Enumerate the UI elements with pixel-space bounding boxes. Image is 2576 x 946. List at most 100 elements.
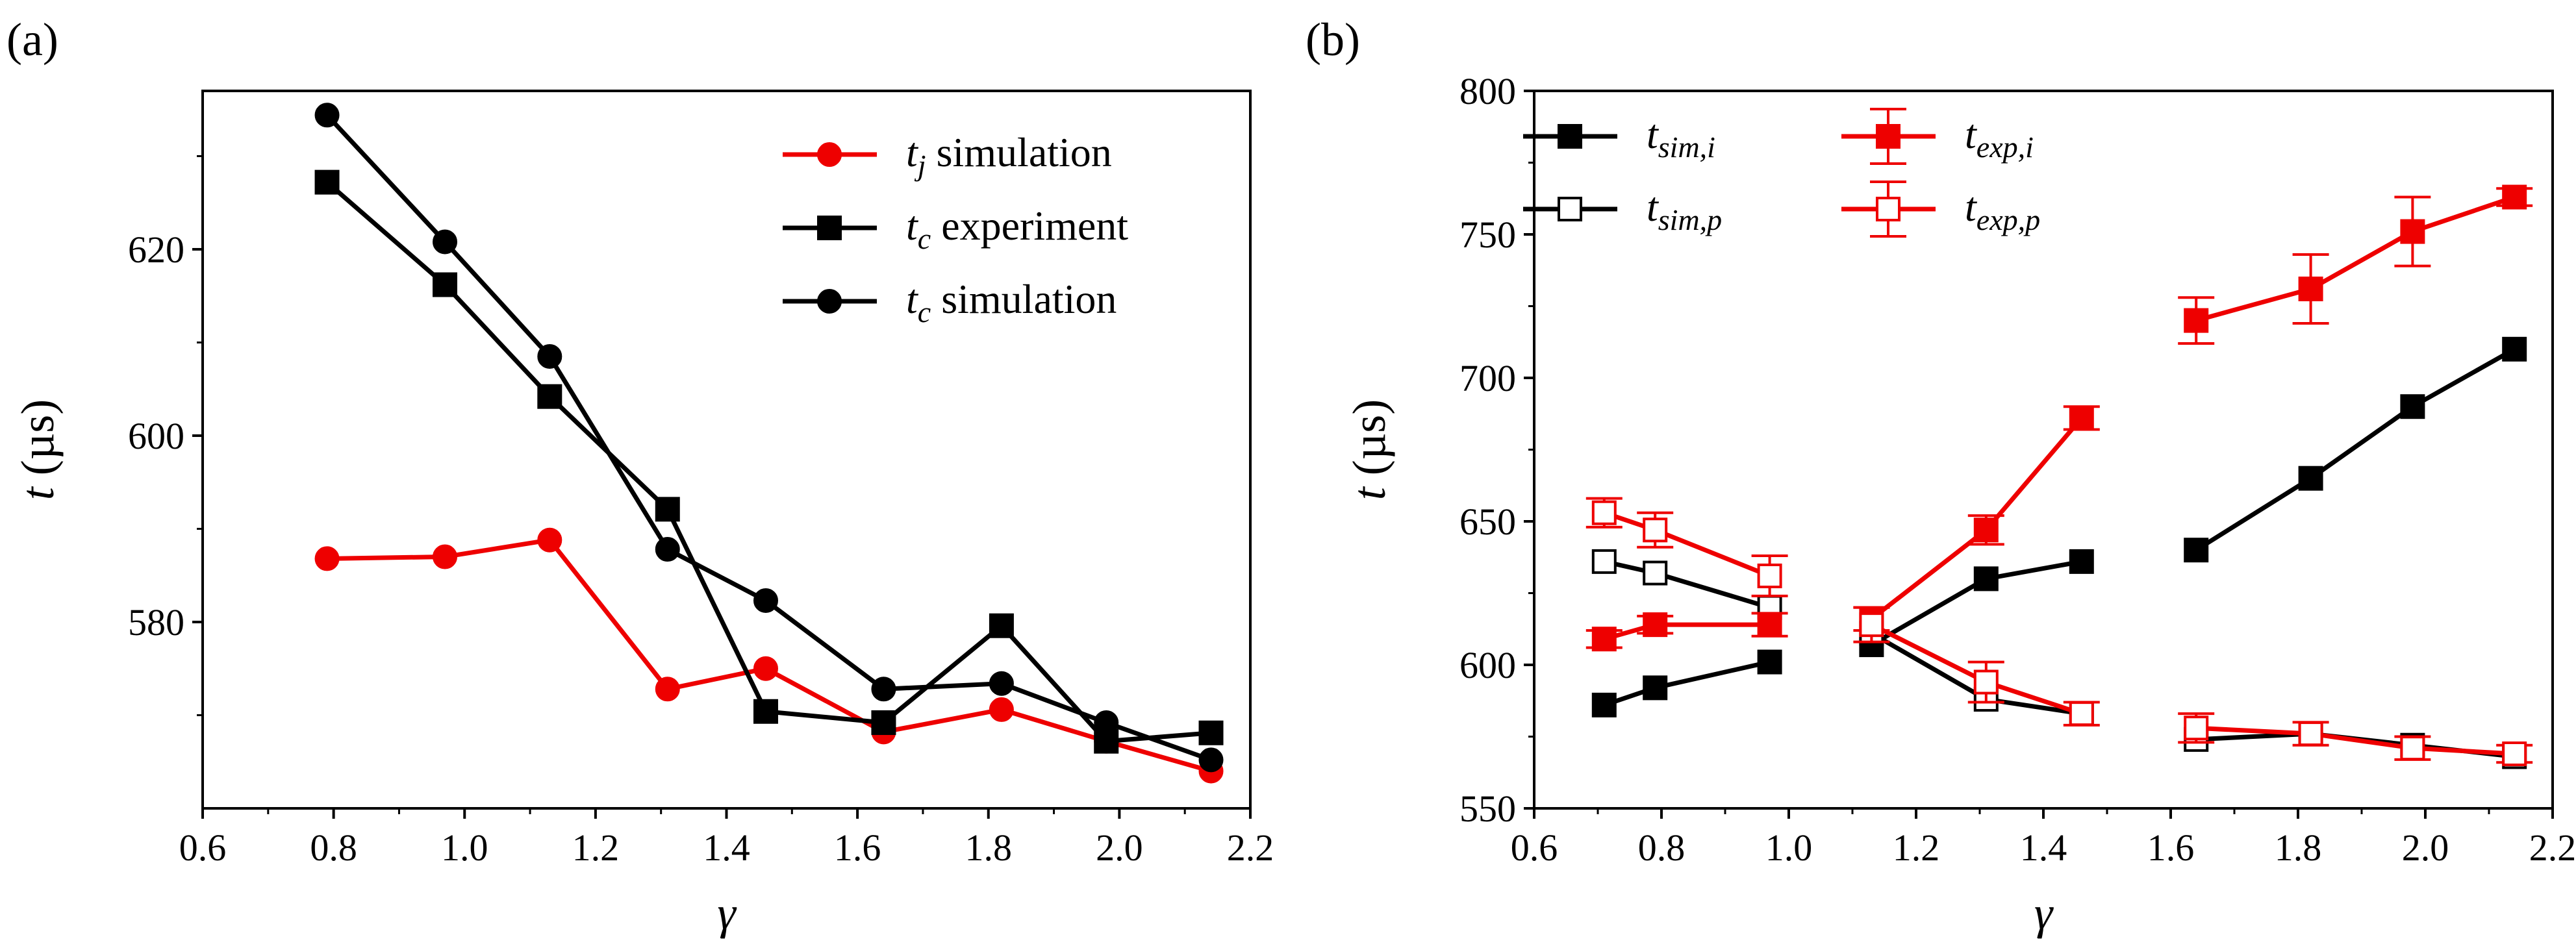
data-point: [433, 544, 458, 569]
legend-subscript: sim,p: [1658, 203, 1722, 236]
x-tick-label: 1.8: [965, 827, 1013, 869]
legend-marker: [1876, 124, 1900, 149]
data-point: [1591, 500, 1617, 525]
legend-rest: experiment: [931, 203, 1128, 249]
data-point: [1973, 669, 1999, 695]
panel-label: (b): [1306, 14, 1360, 66]
data-point: [1643, 560, 1668, 586]
legend-rest: simulation: [931, 276, 1117, 322]
series-line: [327, 537, 1212, 773]
y-axis-title: t (µs): [12, 399, 64, 500]
data-point: [433, 229, 458, 255]
data-point: [2184, 538, 2209, 563]
legend-marker: [1558, 197, 1582, 221]
series-t-j-simulation: [314, 527, 1224, 784]
x-tick-label: 2.2: [1227, 827, 1274, 869]
data-point: [537, 384, 562, 409]
data-point: [2069, 549, 2094, 574]
y-axis-title-unit: (µs): [1343, 399, 1395, 487]
x-tick-label: 0.6: [1511, 827, 1558, 869]
legend-label: tsim,p: [1647, 184, 1722, 236]
data-point: [989, 697, 1014, 722]
y-tick-label: 580: [128, 601, 184, 643]
x-tick-label: 1.0: [441, 827, 488, 869]
data-point: [2400, 736, 2425, 761]
y-tick-label: 550: [1459, 788, 1516, 830]
data-point: [1757, 612, 1782, 638]
legend-symbol: t: [1647, 111, 1660, 157]
series-line: [1604, 559, 1771, 610]
y-axis-title-symbol: t: [1343, 486, 1395, 500]
series-line: [1603, 660, 1771, 708]
data-point: [433, 272, 458, 297]
y-axis-title-symbol: t: [12, 486, 64, 500]
legend-marker: [817, 142, 842, 167]
legend-subscript: exp,i: [1976, 131, 2034, 164]
y-tick-label: 620: [128, 229, 184, 271]
legend-marker: [1876, 197, 1900, 221]
data-point: [655, 677, 680, 702]
series-line: [2196, 725, 2515, 756]
data-point: [989, 671, 1014, 696]
data-point: [314, 169, 340, 195]
x-tick-label: 1.2: [1893, 827, 1940, 869]
data-point: [2184, 308, 2209, 333]
data-point: [2184, 716, 2209, 741]
data-point: [2400, 219, 2425, 244]
series-t-c-experiment: [314, 169, 1224, 754]
panel-label: (a): [6, 14, 58, 66]
data-point: [753, 588, 778, 613]
data-point: [1094, 710, 1119, 735]
x-tick-label: 1.4: [703, 827, 750, 869]
x-tick-label: 0.8: [1638, 827, 1686, 869]
legend-subscript: c: [918, 222, 931, 255]
data-point: [655, 537, 680, 562]
series-t-sim-i: [1591, 336, 2527, 717]
legend-label: texp,p: [1965, 184, 2040, 236]
legend-marker: [1558, 124, 1582, 149]
data-point: [1643, 612, 1668, 638]
series-line: [1603, 622, 1770, 641]
data-point: [2400, 394, 2425, 419]
series-t-exp-i: [1585, 184, 2533, 652]
data-point: [753, 656, 778, 681]
data-point: [1643, 675, 1668, 701]
x-tick-label: 0.6: [179, 827, 227, 869]
legend-marker: [817, 216, 842, 240]
data-point: [989, 613, 1014, 638]
x-axis-title: γ: [717, 887, 737, 939]
legend-subscript: j: [915, 149, 926, 182]
legend-subscript: exp,p: [1976, 203, 2040, 236]
x-tick-label: 1.4: [2020, 827, 2067, 869]
y-tick-label: 750: [1459, 214, 1516, 256]
legend-symbol: t: [906, 276, 919, 322]
data-point: [537, 527, 562, 553]
legend-label: texp,i: [1965, 111, 2034, 164]
data-point: [1198, 720, 1224, 745]
data-point: [2502, 336, 2527, 362]
data-point: [1591, 627, 1617, 652]
y-tick-label: 600: [128, 415, 184, 457]
x-axis-title: γ: [2034, 887, 2054, 939]
data-point: [871, 710, 896, 735]
series-line: [2195, 195, 2516, 323]
x-tick-label: 1.2: [572, 827, 620, 869]
data-point: [753, 699, 778, 724]
panel-a: (a) 0.6 0.8 1.0 1.2 1.4 1.6 1.8 2.0 2.2 580 600 620 γ…: [6, 14, 1274, 939]
y-tick-label: 600: [1459, 644, 1516, 686]
data-point: [1757, 563, 1782, 588]
legend-symbol: t: [906, 203, 919, 249]
legend-label: tj simulation: [906, 129, 1112, 182]
legend-marker: [817, 289, 842, 314]
data-point: [1643, 517, 1668, 543]
data-point: [2069, 405, 2094, 430]
data-point: [655, 497, 680, 522]
data-point: [2502, 184, 2527, 210]
plot-frame: [201, 90, 1252, 810]
legend-label: tc experiment: [906, 203, 1128, 255]
data-point: [2502, 741, 2527, 767]
series-t-exp-p: [1585, 497, 2533, 767]
